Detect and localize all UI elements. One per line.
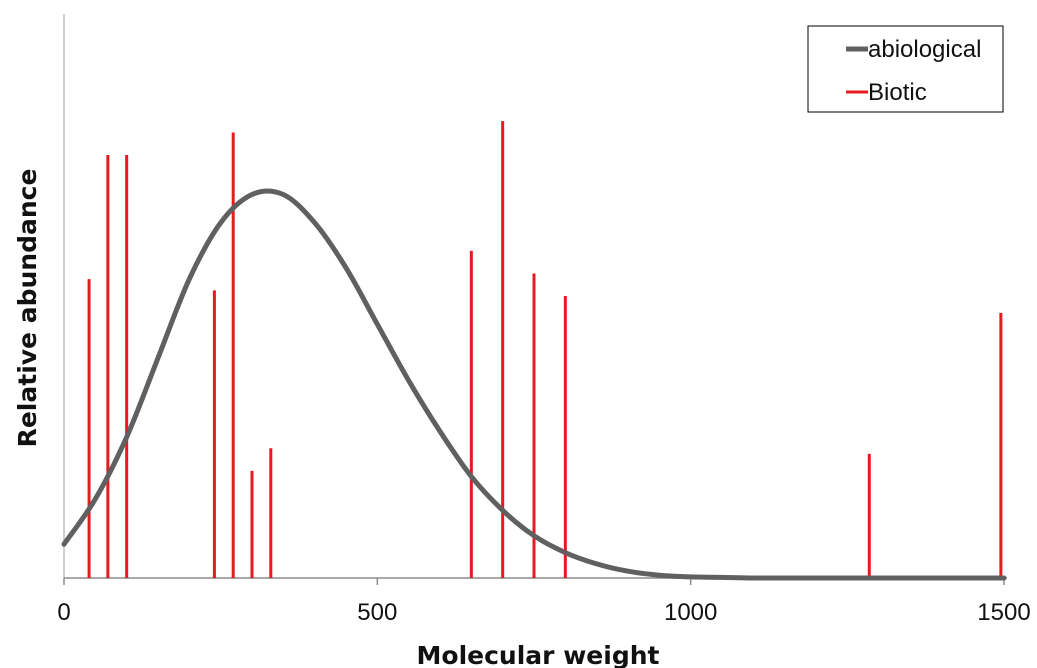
x-tick-label: 0 [57, 599, 70, 626]
x-tick-label: 1500 [977, 599, 1030, 626]
legend-box [807, 25, 1004, 113]
biotic-series [87, 121, 1003, 578]
legend-label-biotic: Biotic [868, 79, 927, 106]
abiological-curve [61, 188, 1007, 581]
x-axis-title: Molecular weight [417, 641, 660, 668]
legend: abiological Biotic [807, 25, 1004, 113]
x-ticks: 0 500 1000 1500 [57, 578, 1031, 626]
x-tick-label: 500 [357, 599, 397, 626]
y-axis-title: Relative abundance [13, 169, 42, 448]
x-tick-label: 1000 [664, 599, 717, 626]
legend-label-abiological: abiological [868, 36, 981, 63]
